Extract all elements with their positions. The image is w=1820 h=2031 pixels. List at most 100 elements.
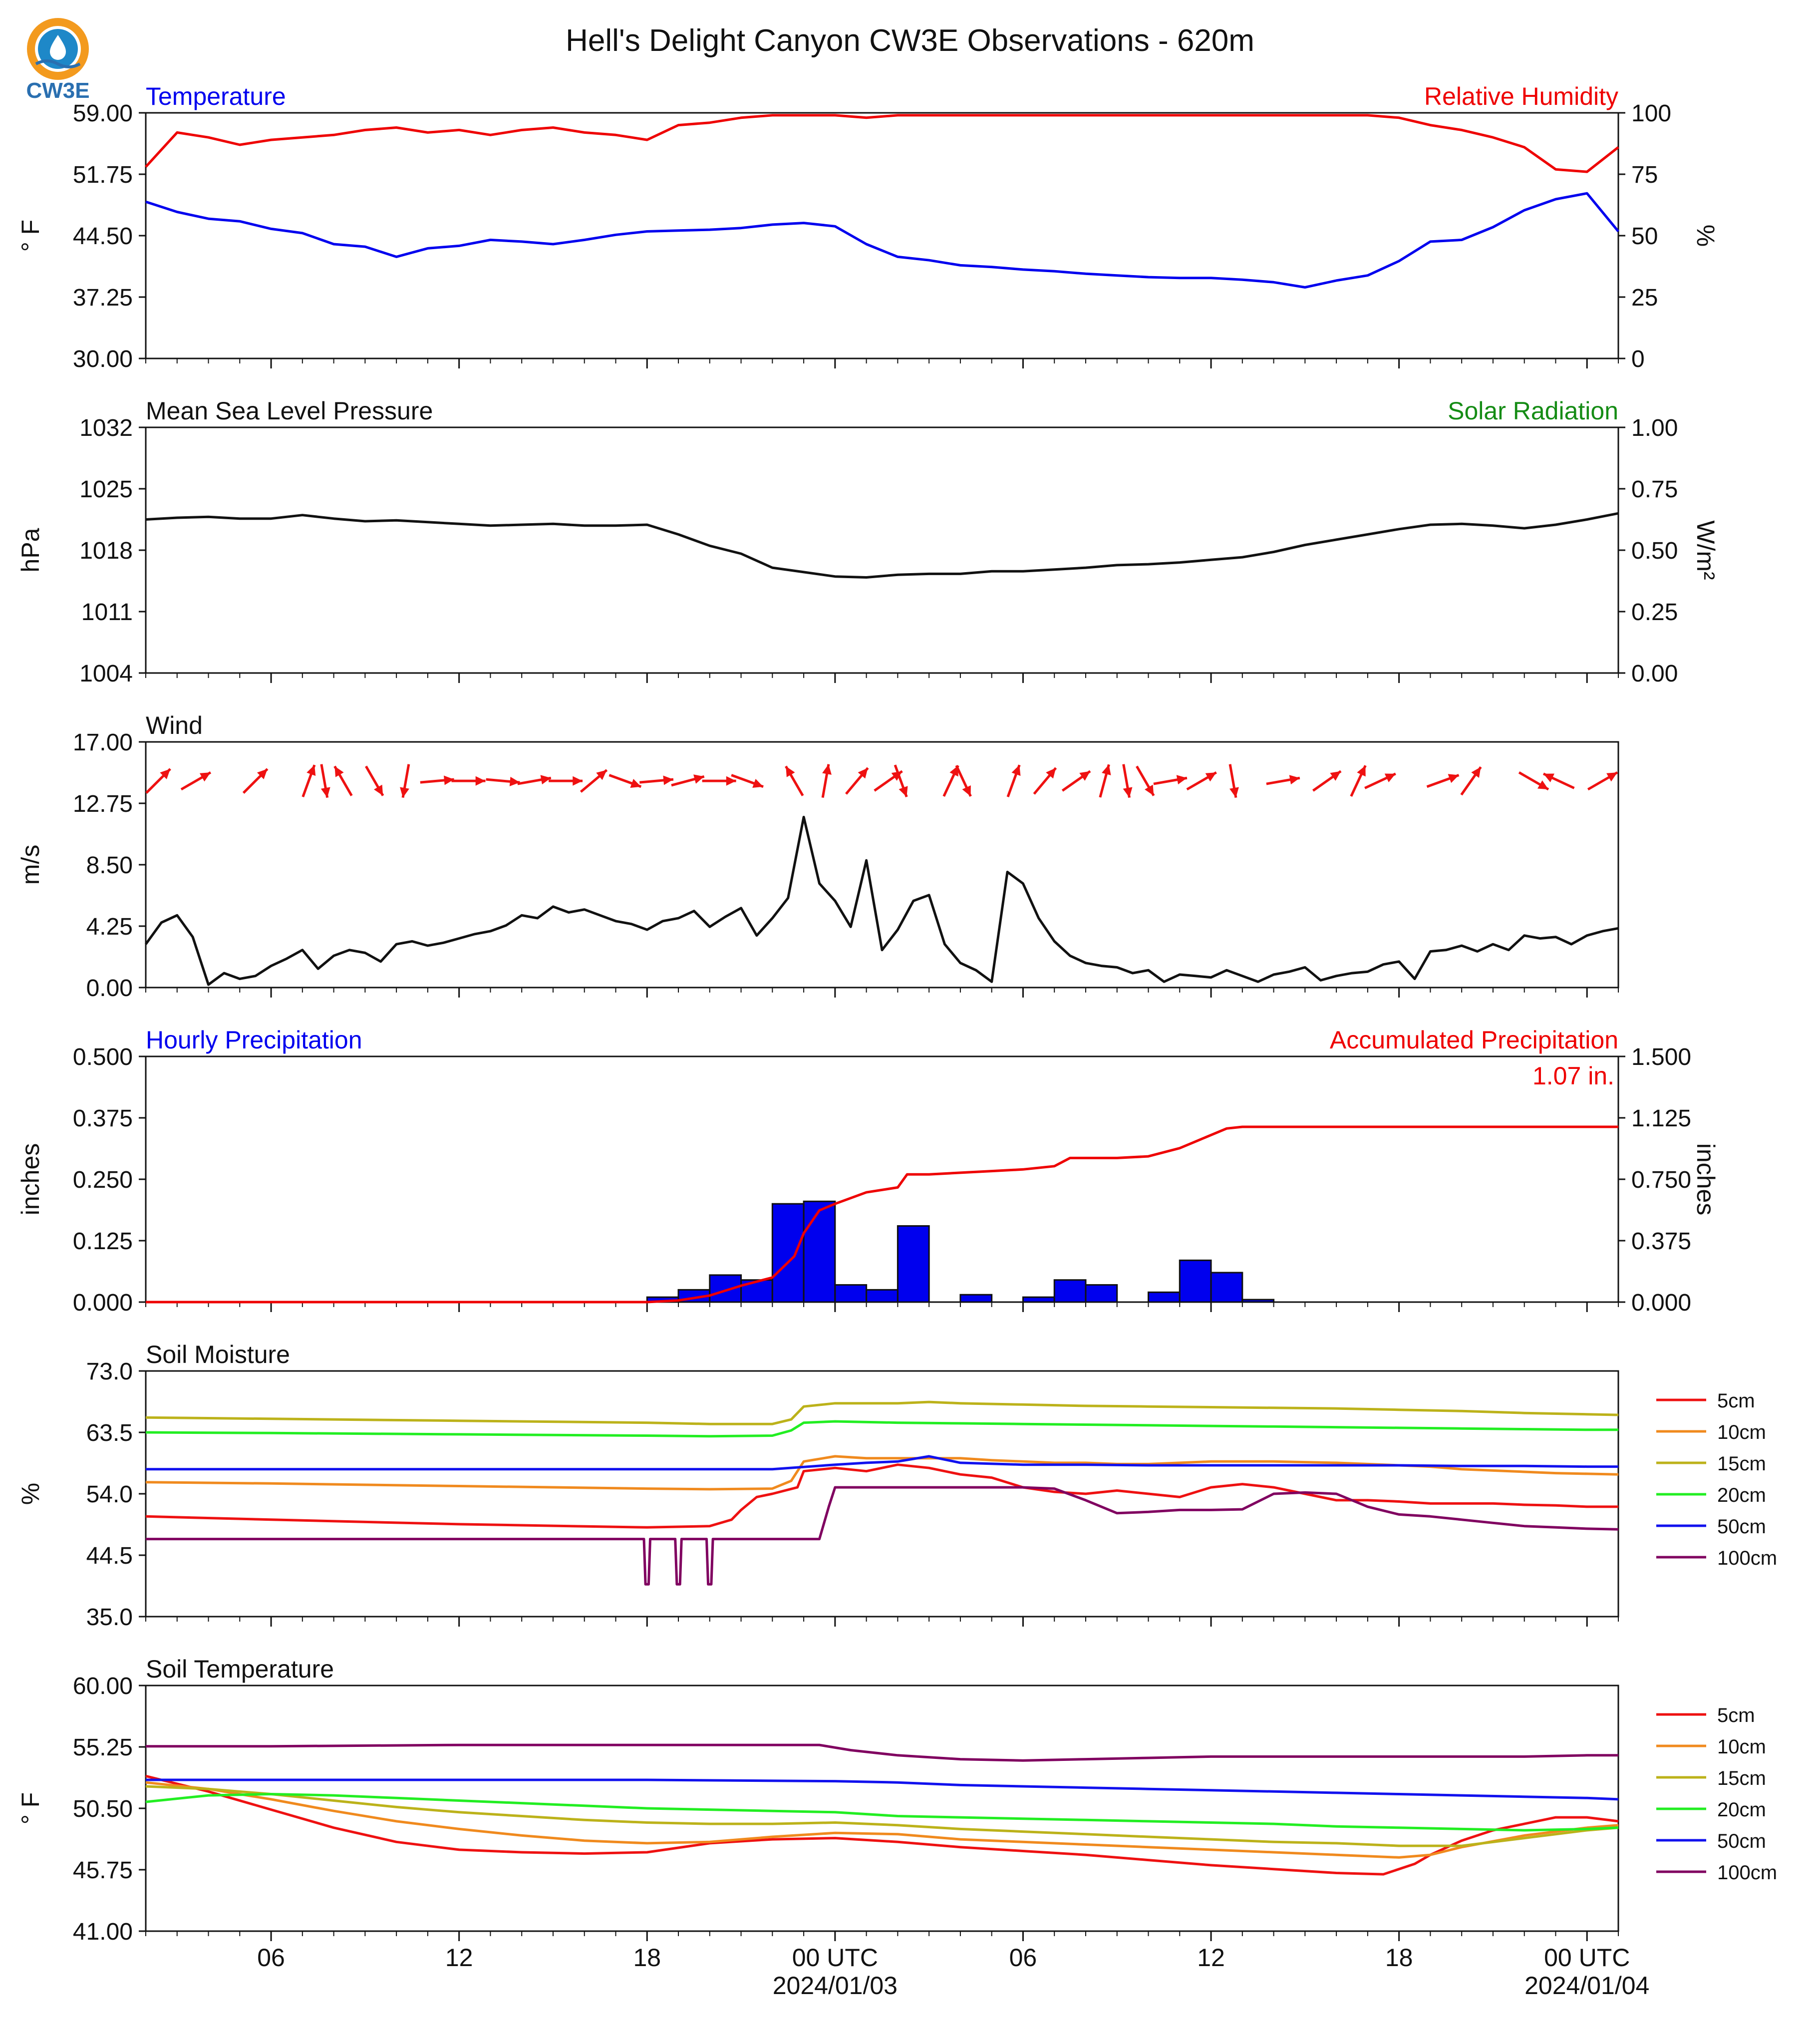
y-tick-label-left: 60.00 — [73, 1673, 133, 1699]
wind-arrow-head — [1330, 771, 1341, 781]
series-line-50cm — [146, 1455, 1618, 1471]
panel-title-left: Temperature — [146, 82, 286, 110]
panel-soil-moisture: Soil Moisture 35.0 44.5 54.0 63.5 73.0% 5cm 10c… — [16, 1341, 1777, 1631]
y-tick-label-right: 50 — [1631, 223, 1658, 250]
logo-ring-outer — [27, 18, 89, 80]
x-tick-label: 18 — [633, 1944, 661, 1972]
y-tick-label-right: 0.750 — [1631, 1167, 1691, 1193]
y-tick-label-right: 75 — [1631, 162, 1658, 188]
wind-arrow — [180, 771, 212, 791]
series-line-15cm — [145, 1400, 1619, 1425]
wind-arrow — [1136, 765, 1155, 796]
logo-text: CW3E — [26, 78, 89, 103]
wind-arrow-head — [663, 775, 673, 785]
panel-wind: Wind 0.00 4.25 8.50 12.75 17.00 m/s — [16, 711, 1619, 1002]
wind-arrow — [580, 769, 608, 793]
precip-total-annotation: 1.07 in. — [1532, 1062, 1614, 1090]
wind-arrow-head — [1229, 787, 1239, 798]
y-tick-label-right: 0 — [1631, 346, 1645, 372]
y-tick-label-left: 59.00 — [73, 100, 133, 127]
legend-label: 100cm — [1717, 1547, 1777, 1569]
x-tick-label: 12 — [445, 1944, 473, 1972]
wind-arrow — [845, 767, 869, 795]
panel-title-left: Hourly Precipitation — [146, 1026, 362, 1054]
precip-bar — [1210, 1272, 1243, 1303]
y-tick-label-right: 0.375 — [1631, 1228, 1691, 1255]
wind-arrow-head — [1079, 771, 1090, 781]
wind-arrow-head — [509, 776, 520, 786]
logo-wave-icon — [35, 59, 81, 68]
y-tick-label-left: 63.5 — [86, 1420, 133, 1446]
y-tick-label-left: 45.75 — [73, 1857, 133, 1884]
y-tick-label-left: 44.50 — [73, 223, 133, 250]
series-line-100cm — [146, 1486, 1619, 1586]
wind-arrow-head — [1205, 772, 1216, 782]
precip-bar — [959, 1294, 993, 1303]
series-line-precip-0 — [146, 1125, 1618, 1304]
panel-title-left: Soil Temperature — [146, 1655, 334, 1683]
panel-frame — [145, 1685, 1619, 1932]
y-tick-label-left: 55.25 — [73, 1734, 133, 1761]
y-tick-label-left: 8.50 — [86, 852, 133, 879]
wind-arrow-head — [1102, 764, 1111, 775]
wind-arrow — [420, 775, 454, 785]
wind-arrow-head — [573, 776, 583, 786]
legend-label: 15cm — [1717, 1767, 1766, 1789]
y-tick-label-left: 51.75 — [73, 162, 133, 188]
y-tick-label-right: 1.00 — [1631, 415, 1678, 441]
legend-label: 20cm — [1717, 1799, 1766, 1821]
wind-arrow — [320, 764, 330, 798]
wind-arrow — [1460, 766, 1482, 796]
wind-arrow — [1033, 767, 1057, 795]
wind-arrow-head — [693, 774, 704, 784]
wind-arrow-head — [306, 765, 316, 776]
y-axis-label-left: inches — [16, 1143, 44, 1216]
y-tick-label-right: 1.500 — [1631, 1044, 1691, 1070]
wind-arrow-head — [475, 776, 486, 786]
x-tick-label: 00 UTC — [1544, 1944, 1630, 1972]
wind-arrow — [1542, 772, 1575, 789]
wind-arrow — [1350, 765, 1367, 797]
wind-arrow — [1426, 774, 1460, 788]
y-axis-label-left: ° F — [16, 1792, 44, 1824]
panel-title-left: Soil Moisture — [146, 1341, 290, 1368]
y-tick-label-left: 1032 — [79, 415, 133, 441]
precip-bar — [709, 1274, 742, 1303]
y-tick-label-left: 1011 — [81, 599, 133, 626]
x-tick-label: 18 — [1385, 1944, 1413, 1972]
legend: 5cm 10cm 15cm 20cm 50cm 100cm — [1656, 1704, 1777, 1884]
wind-arrow — [785, 765, 804, 796]
panel-title-right: Solar Radiation — [1448, 397, 1618, 425]
panel-frame — [145, 112, 1619, 359]
x-tick-label: 06 — [257, 1944, 285, 1972]
panel-frame — [145, 1370, 1619, 1618]
wind-arrow-head — [899, 786, 908, 797]
precip-bar — [834, 1284, 868, 1303]
wind-arrow — [671, 774, 705, 787]
panel-title-left: Wind — [146, 711, 203, 739]
series-line-5cm — [145, 1774, 1619, 1876]
wind-arrow-head — [1011, 765, 1021, 776]
y-tick-label-left: 1004 — [79, 661, 133, 687]
wind-arrow — [365, 765, 384, 796]
wind-arrow — [821, 764, 832, 798]
series-line-wind-0 — [144, 816, 1619, 986]
wind-arrow — [302, 764, 316, 797]
panel-title-left: Mean Sea Level Pressure — [146, 397, 433, 425]
wind-arrow — [1186, 771, 1217, 791]
cw3e-logo: CW3E — [26, 18, 90, 103]
series-line-pressure-0 — [145, 512, 1619, 579]
wind-arrow-head — [160, 769, 171, 779]
legend-label: 100cm — [1717, 1862, 1777, 1884]
y-tick-label-left: 17.00 — [73, 729, 133, 756]
y-tick-label-left: 0.500 — [73, 1044, 133, 1070]
series-line-10cm — [145, 1455, 1619, 1491]
series-line-20cm — [145, 1793, 1619, 1832]
wind-arrow-head — [962, 785, 971, 796]
legend-label: 10cm — [1717, 1421, 1766, 1443]
y-tick-label-right: 100 — [1631, 100, 1671, 127]
y-tick-label-left: 12.75 — [73, 791, 133, 817]
precip-bar — [1022, 1296, 1055, 1303]
